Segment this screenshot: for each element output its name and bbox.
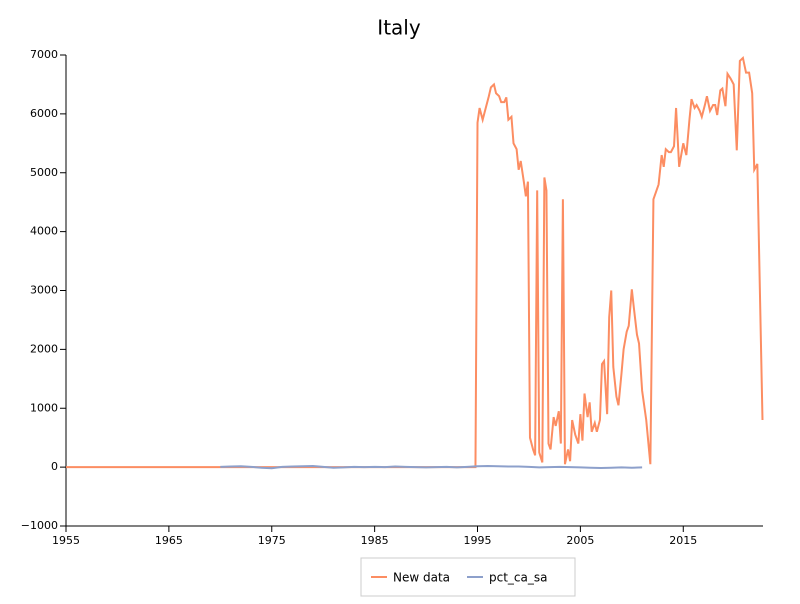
x-tick-label: 1955	[52, 534, 80, 547]
y-tick-label: 5000	[30, 166, 58, 179]
x-tick-label: 1975	[258, 534, 286, 547]
series-line	[220, 464, 643, 470]
legend-label: pct_ca_sa	[489, 571, 547, 585]
x-tick-label: 1985	[361, 534, 389, 547]
y-tick-label: 4000	[30, 225, 58, 238]
y-tick-label: 6000	[30, 107, 58, 120]
series-line	[66, 55, 764, 469]
y-tick-label: 7000	[30, 48, 58, 61]
x-tick-label: 1995	[464, 534, 492, 547]
y-tick-label: 2000	[30, 342, 58, 355]
x-tick-label: 2015	[669, 534, 697, 547]
x-tick-label: 1965	[155, 534, 183, 547]
legend-label: New data	[393, 571, 450, 585]
chart-title: Italy	[377, 16, 421, 40]
y-tick-label: −1000	[21, 519, 58, 532]
y-tick-label: 1000	[30, 401, 58, 414]
y-tick-label: 0	[51, 460, 58, 473]
x-tick-label: 2005	[566, 534, 594, 547]
y-tick-label: 3000	[30, 284, 58, 297]
